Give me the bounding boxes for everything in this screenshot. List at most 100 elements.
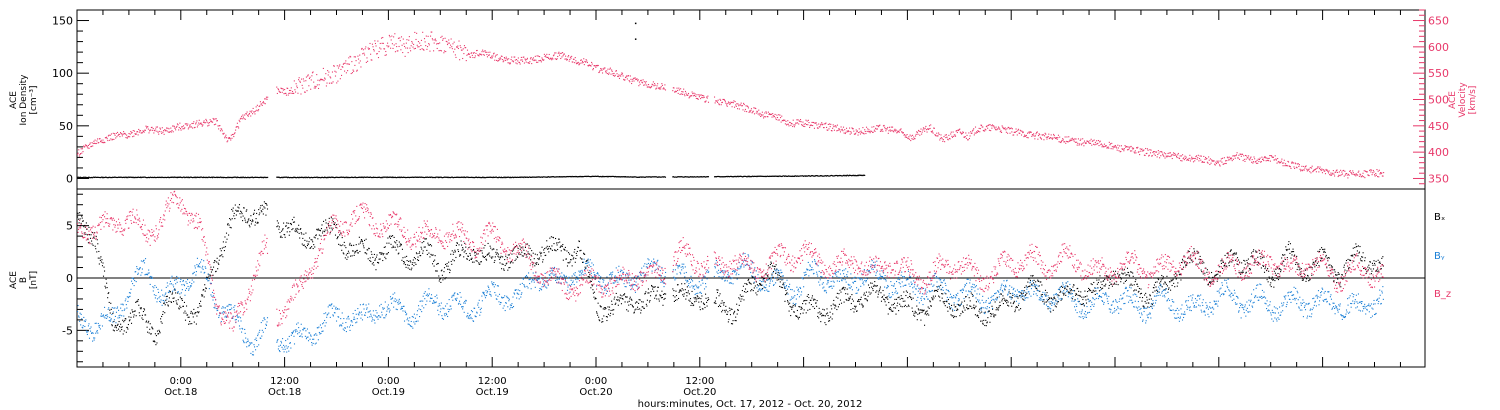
density-point [649,176,651,178]
velocity-point [1334,171,1336,173]
bx-point [733,313,735,315]
velocity-point [528,62,530,64]
density-point [367,176,369,178]
density-point [174,176,176,178]
velocity-point [643,81,645,83]
velocity-point [563,53,565,55]
bx-point [595,297,597,300]
bx-point [212,274,214,276]
density-point [107,177,109,179]
bx-point [387,252,389,254]
bx-point [808,302,810,304]
density-point [330,176,332,178]
velocity-point [1085,142,1087,145]
velocity-point [919,131,921,133]
bx-point [736,313,738,315]
velocity-point [539,60,541,62]
bx-point [569,253,571,255]
velocity-point [432,39,434,41]
bx-point [317,238,319,240]
density-point [350,176,352,179]
velocity-point [720,99,722,101]
density-point [149,177,151,179]
density-point [800,175,802,177]
bx-point [829,320,831,322]
bx-point [110,302,112,304]
velocity-point [1266,159,1268,162]
density-point [126,176,128,178]
density-point [763,175,765,177]
velocity-point [1056,137,1058,139]
density-point [732,176,734,178]
density-point [488,176,490,178]
velocity-point [882,130,884,132]
density-point [95,176,97,178]
velocity-point [1033,133,1035,135]
velocity-point [118,133,120,136]
velocity-point [815,122,817,124]
bx-point [672,295,674,297]
velocity-point [1332,172,1334,174]
velocity-point [1380,173,1382,175]
velocity-point [938,132,940,134]
bx-point [819,311,821,313]
bx-point [839,289,841,291]
density-point [664,176,666,178]
bx-point [175,292,177,294]
velocity-point [1263,156,1265,159]
density-point [470,176,472,179]
density-point [691,176,693,178]
velocity-point [247,114,249,116]
bx-point [312,248,314,250]
density-point [656,176,658,178]
bx-point [774,265,776,268]
velocity-point [1053,135,1055,137]
density-point [397,176,400,178]
density-point [517,176,519,178]
velocity-point [746,111,748,113]
velocity-point [542,58,544,60]
bx-point [388,236,391,238]
density-point [262,177,264,179]
bx-point [356,249,358,251]
bx-point [192,313,194,315]
density-point [677,176,679,178]
density-point [211,176,213,178]
velocity-point [744,110,746,112]
velocity-point [1179,157,1181,160]
density-point [588,175,590,177]
bx-point [781,279,783,281]
bx-point [136,301,138,303]
velocity-point [890,126,892,128]
density-point [255,176,257,178]
velocity-point [166,130,168,132]
bx-point [304,246,306,248]
density-point [435,176,437,178]
bx-point [447,268,449,270]
velocity-point [1156,156,1158,158]
velocity-point [552,58,554,60]
bx-point [665,293,667,295]
velocity-point [374,40,376,42]
bx-point [530,254,532,256]
velocity-point [404,55,406,57]
bx-point [456,242,459,244]
velocity-point [634,77,636,79]
bx-point [157,333,160,335]
velocity-point [915,133,917,135]
density-point [89,177,91,179]
velocity-point [194,126,196,128]
velocity-point [139,130,142,132]
velocity-point [81,152,83,154]
bx-point [149,328,151,330]
bx-point [280,230,283,232]
bx-point [429,244,432,246]
velocity-point [1229,159,1231,161]
density-point [202,176,205,178]
velocity-point [1189,154,1191,156]
bx-point [657,286,659,288]
bx-point [742,295,744,297]
density-point [179,176,181,178]
velocity-point [1326,169,1328,171]
velocity-point [1123,148,1126,150]
